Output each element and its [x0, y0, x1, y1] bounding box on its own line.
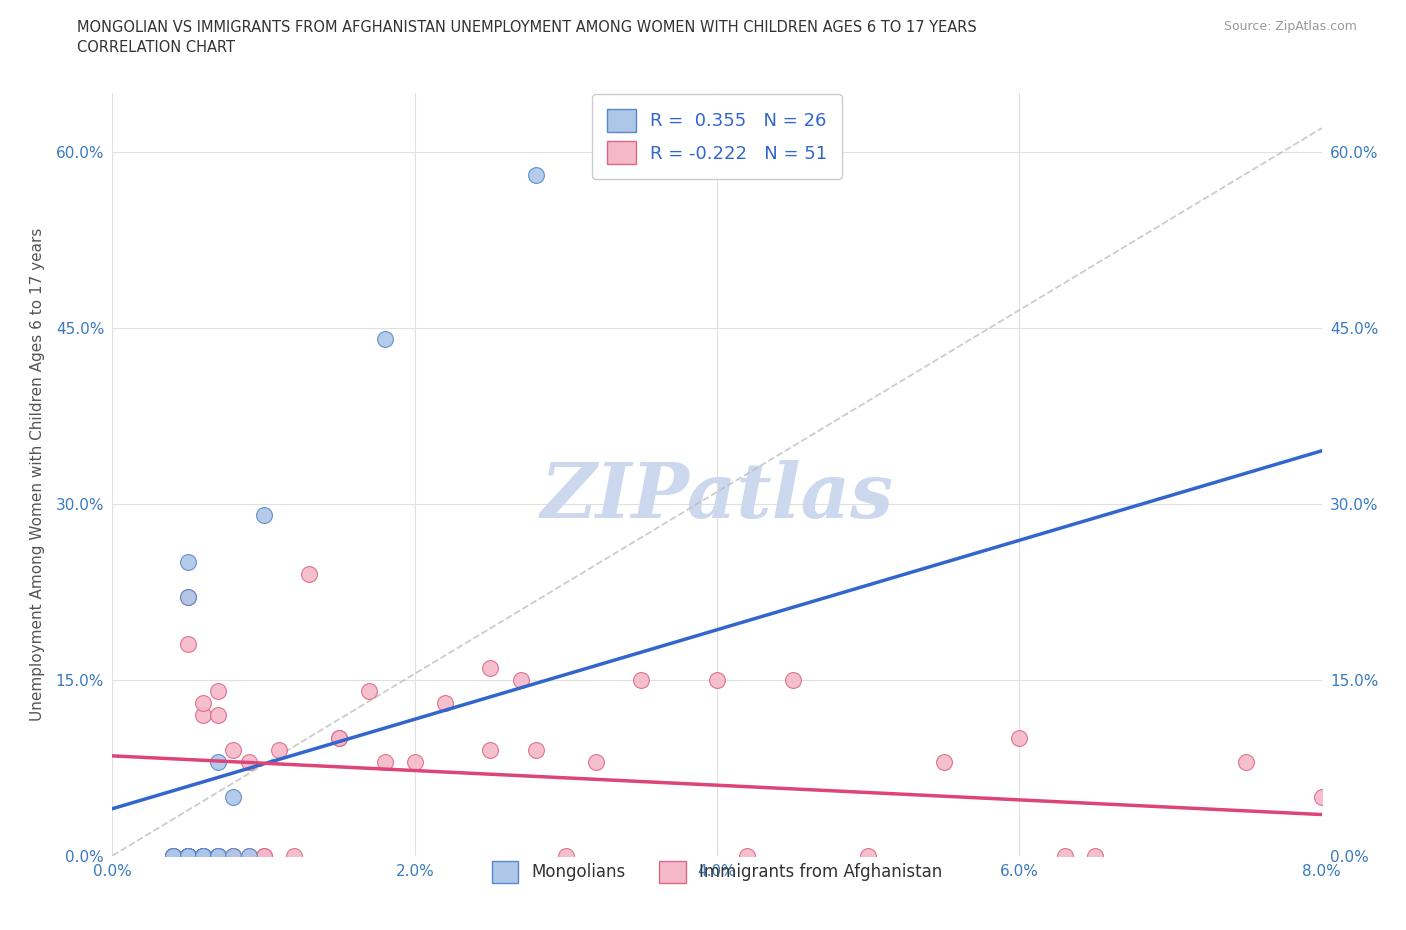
Point — [191, 848, 215, 863]
Point — [177, 848, 200, 863]
Point — [524, 167, 547, 182]
Point — [177, 848, 200, 863]
Point — [177, 848, 200, 863]
Point — [191, 696, 215, 711]
Point — [222, 848, 245, 863]
Point — [207, 848, 229, 863]
Point — [162, 848, 184, 863]
Point — [706, 672, 728, 687]
Point — [479, 742, 502, 757]
Point — [222, 848, 245, 863]
Point — [177, 590, 200, 604]
Point — [177, 848, 200, 863]
Point — [222, 848, 245, 863]
Point — [177, 848, 200, 863]
Point — [177, 590, 200, 604]
Point — [283, 848, 305, 863]
Point — [191, 848, 215, 863]
Point — [253, 848, 276, 863]
Point — [359, 684, 381, 698]
Text: CORRELATION CHART: CORRELATION CHART — [77, 40, 235, 55]
Point — [328, 731, 350, 746]
Point — [1008, 731, 1031, 746]
Point — [238, 848, 260, 863]
Point — [207, 848, 229, 863]
Point — [191, 848, 215, 863]
Point — [162, 848, 184, 863]
Point — [856, 848, 880, 863]
Point — [222, 742, 245, 757]
Point — [585, 754, 607, 769]
Point — [524, 742, 547, 757]
Point — [328, 731, 350, 746]
Point — [479, 660, 502, 675]
Point — [177, 637, 200, 652]
Point — [253, 508, 276, 523]
Point — [191, 848, 215, 863]
Point — [932, 754, 955, 769]
Point — [162, 848, 184, 863]
Point — [554, 848, 576, 863]
Point — [238, 754, 260, 769]
Point — [191, 848, 215, 863]
Point — [162, 848, 184, 863]
Point — [207, 848, 229, 863]
Point — [222, 790, 245, 804]
Point — [162, 848, 184, 863]
Point — [177, 848, 200, 863]
Point — [1234, 754, 1257, 769]
Point — [207, 848, 229, 863]
Point — [737, 848, 759, 863]
Point — [782, 672, 804, 687]
Point — [207, 848, 229, 863]
Point — [267, 742, 290, 757]
Point — [1310, 790, 1333, 804]
Y-axis label: Unemployment Among Women with Children Ages 6 to 17 years: Unemployment Among Women with Children A… — [30, 228, 45, 721]
Point — [404, 754, 426, 769]
Point — [191, 848, 215, 863]
Point — [1084, 848, 1107, 863]
Point — [177, 848, 200, 863]
Text: Source: ZipAtlas.com: Source: ZipAtlas.com — [1223, 20, 1357, 33]
Point — [373, 332, 396, 347]
Point — [509, 672, 531, 687]
Point — [433, 696, 456, 711]
Point — [373, 754, 396, 769]
Point — [162, 848, 184, 863]
Text: MONGOLIAN VS IMMIGRANTS FROM AFGHANISTAN UNEMPLOYMENT AMONG WOMEN WITH CHILDREN : MONGOLIAN VS IMMIGRANTS FROM AFGHANISTAN… — [77, 20, 977, 35]
Point — [1053, 848, 1076, 863]
Point — [630, 672, 652, 687]
Point — [177, 848, 200, 863]
Point — [177, 848, 200, 863]
Point — [162, 848, 184, 863]
Point — [253, 848, 276, 863]
Point — [191, 848, 215, 863]
Point — [207, 708, 229, 723]
Legend: Mongolians, Immigrants from Afghanistan: Mongolians, Immigrants from Afghanistan — [485, 855, 949, 889]
Point — [207, 684, 229, 698]
Point — [298, 566, 321, 581]
Point — [177, 848, 200, 863]
Text: ZIPatlas: ZIPatlas — [540, 460, 894, 534]
Point — [177, 555, 200, 570]
Point — [207, 754, 229, 769]
Point — [191, 708, 215, 723]
Point — [238, 848, 260, 863]
